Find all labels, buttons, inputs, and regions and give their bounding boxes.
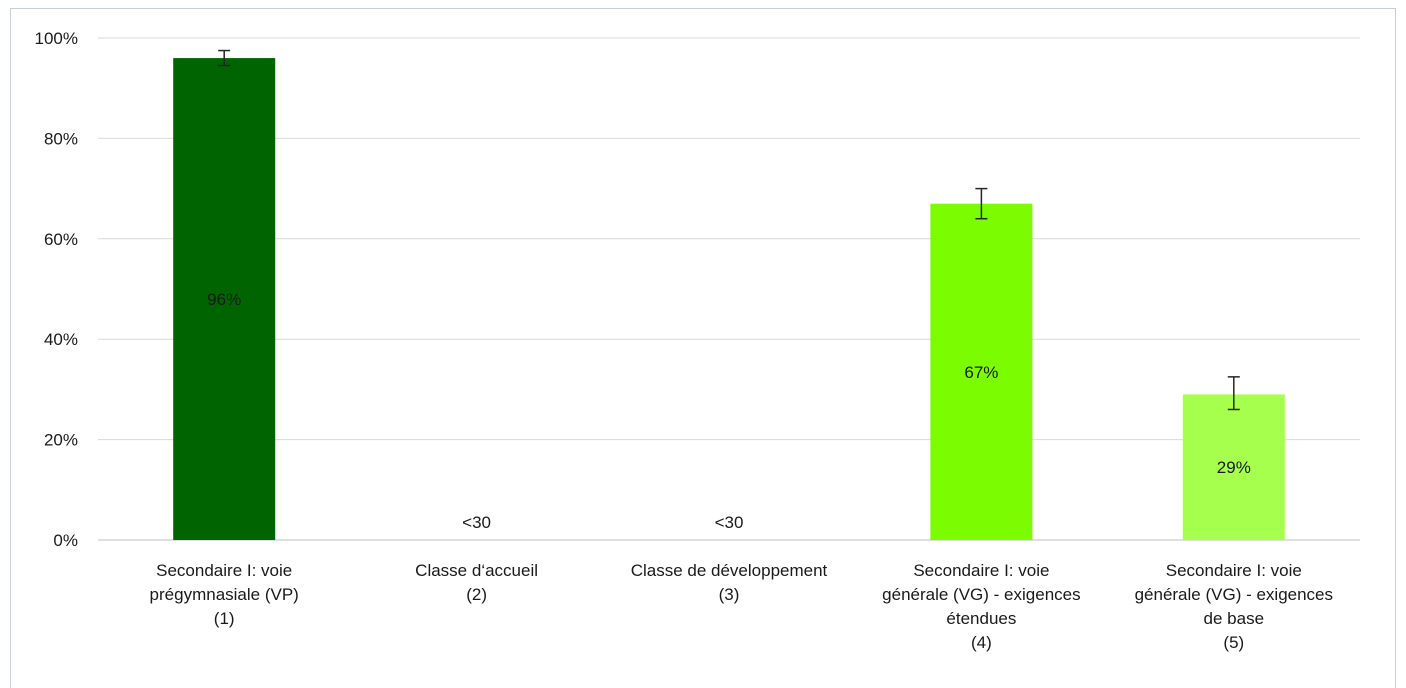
y-tick-label-100: 100%	[35, 29, 78, 48]
x-tick-label-4: Secondaire I: voie générale (VG) - exigen…	[882, 561, 1080, 652]
data-label-2: <30	[462, 513, 491, 532]
data-label-3: <30	[715, 513, 744, 532]
error-bar-1	[218, 49, 231, 67]
x-tick-label-1: Secondaire I: voie prégymnasiale (VP) (1)	[150, 561, 299, 628]
error-bar-4	[975, 187, 988, 220]
bar-4	[930, 203, 1033, 540]
data-label-5: 29%	[1217, 458, 1251, 477]
y-tick-label-40: 40%	[44, 330, 78, 349]
x-tick-label-5: Secondaire I: voie générale (VG) - exigen…	[1135, 561, 1333, 652]
error-bars	[218, 49, 1240, 411]
data-label-4: 67%	[964, 363, 998, 382]
y-tick-label-0: 0%	[53, 531, 78, 550]
x-tick-label-3: Classe de développement (3)	[631, 561, 828, 604]
chart-frame	[10, 8, 1396, 688]
y-tick-label-60: 60%	[44, 230, 78, 249]
error-bar-5	[1227, 376, 1240, 411]
data-labels: 96% <30 <30 67% 29%	[207, 290, 1251, 532]
x-tick-label-2: Classe d‘accueil (2)	[415, 561, 538, 604]
bar-5	[1182, 394, 1285, 540]
data-label-1: 96%	[207, 290, 241, 309]
x-axis-labels: Secondaire I: voie prégymnasiale (VP) (1) C…	[150, 561, 1333, 652]
y-axis-ticks: 0% 20% 40% 60% 80% 100%	[35, 29, 78, 550]
y-tick-label-80: 80%	[44, 129, 78, 148]
gridlines	[98, 37, 1360, 541]
bar-1	[173, 58, 276, 540]
y-tick-label-20: 20%	[44, 431, 78, 450]
bars	[173, 58, 1285, 540]
